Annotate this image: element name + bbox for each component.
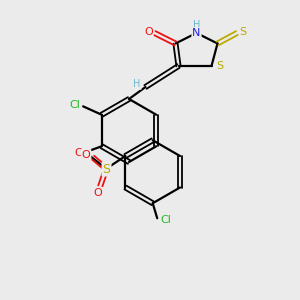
Text: S: S <box>103 163 110 176</box>
Text: O: O <box>144 27 153 37</box>
Text: S: S <box>239 27 247 37</box>
Text: O: O <box>93 188 102 198</box>
Text: Cl: Cl <box>69 100 80 110</box>
Text: H: H <box>193 20 200 30</box>
Text: O: O <box>82 150 91 160</box>
Text: Cl: Cl <box>160 215 171 225</box>
Text: N: N <box>192 28 201 38</box>
Text: O: O <box>74 148 83 158</box>
Text: H: H <box>134 79 141 89</box>
Text: S: S <box>216 61 224 71</box>
